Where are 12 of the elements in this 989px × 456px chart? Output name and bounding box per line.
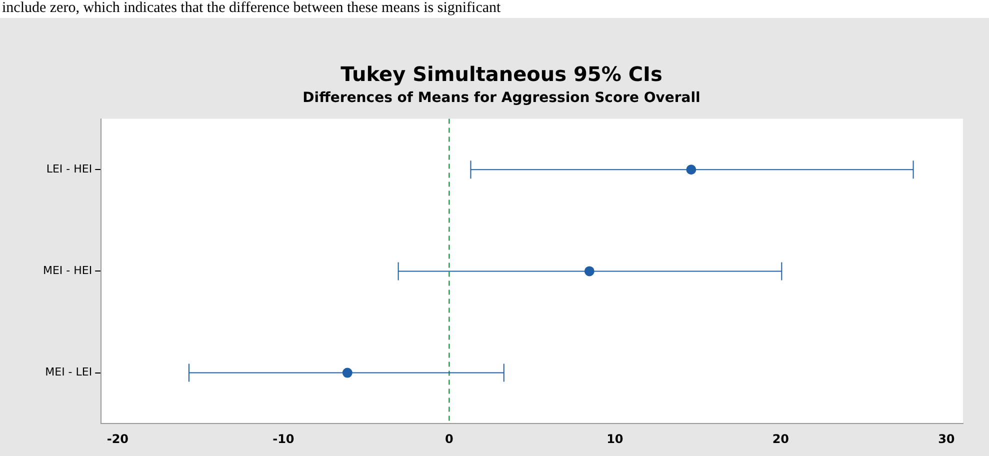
x-tick-label: -20 [106, 432, 129, 446]
x-tick-label: 20 [772, 432, 790, 446]
chart-subtitle: Differences of Means for Aggression Score Overall [302, 90, 700, 106]
x-tick-label: 10 [606, 432, 624, 446]
chart-title: Tukey Simultaneous 95% CIs [340, 62, 662, 86]
x-tick-label: -10 [272, 432, 294, 446]
text: include zero, which indicates that the difference between these means is significant [2, 0, 501, 17]
x-tick-label: 30 [938, 432, 955, 446]
x-tick-label: 0 [445, 432, 454, 446]
y-tick-label: LEI - HEI [46, 162, 92, 176]
y-tick-label: MEI - HEI [42, 264, 92, 278]
y-tick-label: MEI - LEI [45, 366, 92, 379]
